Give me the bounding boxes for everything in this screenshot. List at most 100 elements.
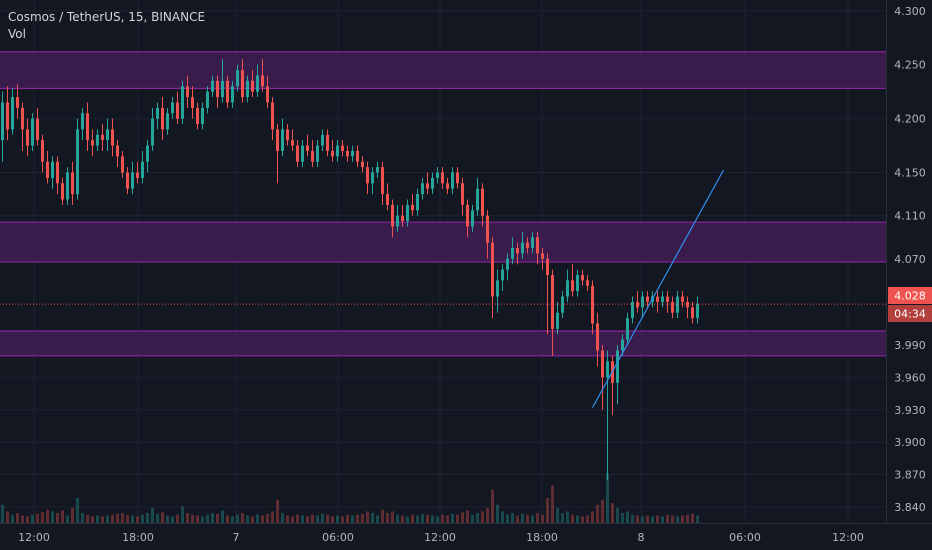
candle-body <box>666 296 669 302</box>
volume-bar <box>456 514 459 523</box>
volume-bar <box>391 511 394 523</box>
volume-bar <box>266 513 269 523</box>
candle-body <box>391 204 394 227</box>
volume-bar <box>561 513 564 523</box>
volume-bar <box>411 514 414 523</box>
candle-body <box>631 301 634 319</box>
candle-body <box>351 150 354 157</box>
volume-bar <box>56 513 59 523</box>
candle-body <box>626 318 629 340</box>
zone-fill[interactable] <box>0 51 886 89</box>
candle-body <box>696 304 699 319</box>
volume-bar <box>161 512 164 523</box>
volume-indicator-label[interactable]: Vol <box>8 27 26 41</box>
candle-body <box>11 97 14 130</box>
candle-body <box>361 161 364 168</box>
price-axis[interactable]: 4.300 4.250 4.200 4.150 4.110 4.070 3.990 3.960… <box>894 5 926 514</box>
volume-bar <box>251 516 254 523</box>
volume-bar <box>476 513 479 523</box>
candle-body <box>166 113 169 130</box>
candle-body <box>116 145 119 157</box>
candle-body <box>161 107 164 130</box>
candle-body <box>101 134 104 141</box>
y-tick-label: 4.070 <box>894 253 926 266</box>
zone-fill[interactable] <box>0 331 886 356</box>
x-tick-label: 06:00 <box>322 531 354 544</box>
x-tick-label: 12:00 <box>18 531 50 544</box>
candle-body <box>536 237 539 254</box>
volume-bar <box>526 514 529 523</box>
zone-fill[interactable] <box>0 222 886 263</box>
candle-body <box>16 97 19 108</box>
x-tick-label: 06:00 <box>729 531 761 544</box>
volume-bar <box>326 514 329 523</box>
volume-bar <box>51 511 54 523</box>
candle-body <box>6 102 9 130</box>
candle-body <box>156 107 159 119</box>
volume-bar <box>66 515 69 523</box>
volume-bar <box>626 511 629 523</box>
volume-bar <box>676 516 679 523</box>
volume-bar <box>31 514 34 523</box>
candle-body <box>246 80 249 98</box>
candle-body <box>111 129 114 146</box>
volume-bar <box>656 515 659 523</box>
candle-body <box>146 145 149 162</box>
candle-body <box>641 296 644 308</box>
time-axis[interactable]: 12:00 18:00 7 06:00 12:00 18:00 8 06:00 12:00 <box>18 531 864 544</box>
volume-bar <box>86 514 89 523</box>
candle-body <box>241 70 244 98</box>
volume-bar <box>491 489 494 523</box>
candle-body <box>66 172 69 200</box>
volume-bar <box>681 515 684 523</box>
candle-body <box>216 80 219 98</box>
candle-body <box>426 183 429 189</box>
volume-bar <box>286 515 289 523</box>
candle-body <box>261 75 264 87</box>
candle-body <box>131 172 134 189</box>
volume-bar <box>191 514 194 523</box>
candle-body <box>636 301 639 308</box>
volume-bar <box>141 514 144 523</box>
candle-body <box>81 113 84 130</box>
candle-body <box>121 156 124 173</box>
candle-body <box>46 161 49 178</box>
candle-body <box>206 91 209 108</box>
candle-body <box>271 102 274 130</box>
volume-bar <box>446 515 449 523</box>
candle-body <box>656 296 659 302</box>
volume-bar <box>601 499 604 523</box>
volume-bar <box>686 514 689 523</box>
candle-body <box>601 350 604 378</box>
candle-body <box>586 280 589 286</box>
y-tick-label: 4.150 <box>894 167 926 180</box>
candle-body <box>281 129 284 151</box>
candle-body <box>196 107 199 125</box>
volume-bar <box>46 509 49 523</box>
candle-body <box>301 145 304 162</box>
candle-body <box>546 258 549 275</box>
volume-bar <box>461 512 464 523</box>
candle-body <box>341 145 344 151</box>
candle-body <box>531 237 534 249</box>
y-tick-label: 3.870 <box>894 468 926 481</box>
trendline[interactable] <box>591 169 725 408</box>
volume-bar <box>516 515 519 523</box>
x-tick-label: 12:00 <box>424 531 456 544</box>
volume-bar <box>546 498 549 523</box>
volume-bar <box>331 516 334 523</box>
volume-bar <box>271 511 274 523</box>
volume-bar <box>571 514 574 523</box>
volume-bar <box>556 508 559 523</box>
candle-body <box>291 140 294 146</box>
symbol-title[interactable]: Cosmos / TetherUS, 15, BINANCE <box>8 10 206 24</box>
trendline-segment[interactable] <box>591 169 725 408</box>
y-tick-label: 3.990 <box>894 339 926 352</box>
candle-body <box>506 258 509 270</box>
volume-bar <box>306 516 309 523</box>
volume-bar <box>481 511 484 523</box>
candle-body <box>511 248 514 259</box>
volume-bar <box>156 513 159 523</box>
volume-bar <box>536 513 539 523</box>
